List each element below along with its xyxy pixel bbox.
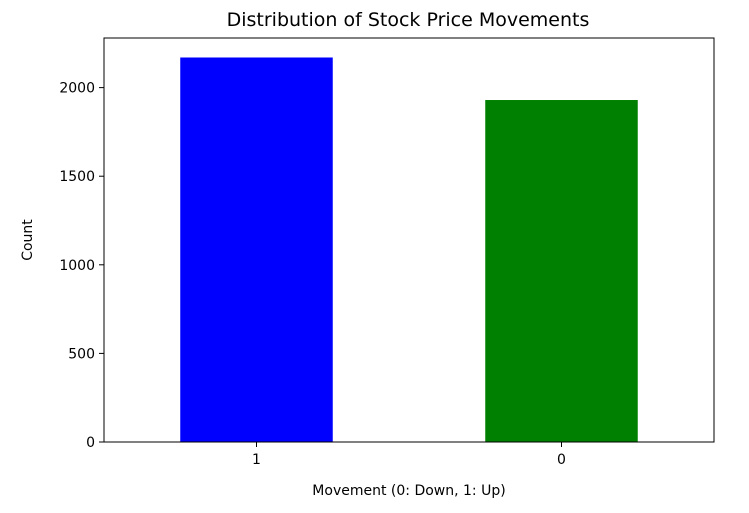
y-axis-ticks: 0 500 1000 1500 2000 [59, 81, 104, 451]
y-tick-label: 500 [68, 346, 95, 362]
x-tick-label: 1 [252, 452, 261, 468]
y-tick-label: 0 [86, 435, 95, 451]
y-axis-label: Count [20, 219, 36, 261]
x-tick-label: 0 [557, 452, 566, 468]
y-tick-label: 1500 [59, 169, 95, 185]
bar-0 [485, 100, 638, 442]
bar-1 [180, 57, 333, 443]
x-axis-label: Movement (0: Down, 1: Up) [312, 483, 505, 499]
bars-group [180, 57, 638, 443]
y-tick-label: 1000 [59, 258, 95, 274]
chart-title: Distribution of Stock Price Movements [227, 9, 590, 31]
plot-frame [103, 37, 715, 443]
y-tick-label: 2000 [59, 81, 95, 97]
